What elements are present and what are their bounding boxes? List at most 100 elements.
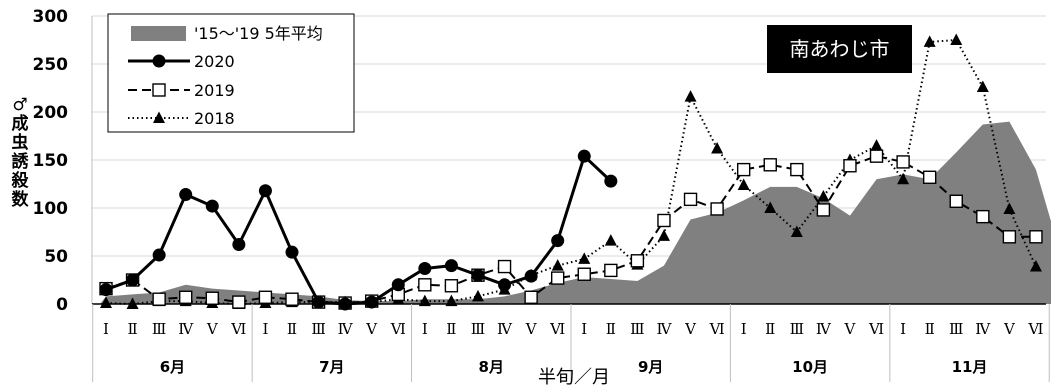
point-2018-32	[950, 33, 963, 45]
x-tick-21: Ⅳ	[656, 322, 672, 338]
x-tick-2: Ⅲ	[152, 322, 166, 338]
legend-label-3: 2018	[194, 109, 235, 128]
point-2019-33	[976, 209, 990, 224]
point-2018-30	[897, 172, 910, 185]
x-tick-6: Ⅰ	[262, 322, 268, 338]
x-tick-27: Ⅳ	[816, 322, 832, 338]
point-2019-21	[657, 213, 671, 228]
point-2020-10	[365, 295, 379, 309]
x-tick-8: Ⅲ	[311, 322, 325, 338]
point-2018-22	[684, 90, 697, 102]
point-2020-15	[498, 278, 512, 292]
point-2020-8	[312, 295, 326, 309]
legend-label-0: '15～'19 5年平均	[194, 24, 323, 43]
point-2019-17	[550, 271, 565, 285]
series-lines	[99, 33, 1043, 311]
point-2018-27	[817, 189, 830, 202]
point-2020-3	[179, 188, 193, 202]
point-2019-7	[285, 292, 299, 306]
x-tick-4: Ⅴ	[206, 322, 219, 338]
month-label-2: 8月	[479, 358, 504, 376]
point-2018-0	[100, 296, 112, 309]
y-tick-250: 250	[33, 55, 69, 75]
point-2019-13	[444, 279, 459, 293]
point-2018-31	[923, 35, 936, 47]
x-tick-12: Ⅰ	[422, 322, 428, 338]
y-tick-0: 0	[56, 295, 68, 315]
point-2020-12	[418, 261, 432, 275]
point-2019-29	[869, 149, 884, 163]
legend-marker-3	[153, 111, 165, 123]
y-title-char-4: 殺	[11, 170, 30, 191]
series-area-average	[100, 121, 1051, 304]
point-2019-35	[1029, 230, 1043, 244]
x-tick-5: Ⅵ	[230, 322, 246, 338]
x-tick-3: Ⅳ	[178, 322, 194, 338]
city-badge	[767, 25, 912, 73]
legend-label-2: 2019	[194, 81, 235, 100]
legend-swatch-0	[131, 26, 186, 41]
series-2019	[99, 149, 1043, 310]
point-2020-6	[258, 184, 272, 198]
city-annotation: 南あわじ市	[767, 25, 912, 73]
x-tick-1: Ⅱ	[127, 322, 137, 338]
series-area	[100, 121, 1051, 304]
point-2020-7	[285, 245, 299, 259]
x-tick-30: Ⅰ	[900, 322, 906, 338]
point-2020-11	[391, 278, 405, 292]
point-2019-6	[258, 290, 273, 304]
x-tick-9: Ⅳ	[338, 322, 354, 338]
point-2018-24	[737, 178, 750, 190]
x-tick-16: Ⅴ	[525, 322, 538, 338]
y-title-char-3: 誘	[12, 151, 30, 172]
point-2019-28	[843, 159, 857, 173]
legend: '15～'19 5年平均 2020 2019 2018	[107, 13, 355, 133]
point-2019-4	[205, 291, 219, 305]
point-2019-18	[577, 267, 591, 281]
x-tick-0: Ⅰ	[103, 322, 109, 338]
x-tick-26: Ⅲ	[790, 322, 804, 338]
point-2018-34	[1003, 202, 1016, 214]
x-tick-31: Ⅱ	[925, 322, 935, 338]
point-2018-12	[418, 294, 431, 307]
y-title-char-2: 虫	[12, 132, 29, 153]
x-tick-15: Ⅳ	[497, 322, 513, 338]
y-title-char-5: 数	[12, 189, 30, 210]
point-2020-1	[126, 273, 140, 287]
point-2020-16	[524, 269, 538, 283]
point-2018-35	[1029, 260, 1042, 272]
x-tick-32: Ⅲ	[949, 322, 963, 338]
point-2018-21	[657, 229, 670, 241]
point-2019-12	[418, 278, 432, 292]
point-2019-32	[949, 194, 963, 208]
point-2019-15	[497, 259, 512, 274]
point-2018-33	[976, 80, 989, 93]
point-2019-34	[1002, 230, 1017, 244]
month-label-0: 6月	[160, 358, 185, 376]
city-label: 南あわじ市	[790, 37, 890, 61]
x-tick-22: Ⅴ	[684, 322, 697, 338]
x-tick-23: Ⅵ	[709, 322, 725, 338]
point-2020-14	[471, 268, 485, 282]
point-2019-16	[524, 290, 538, 304]
series-2020	[99, 149, 618, 311]
x-tick-14: Ⅲ	[471, 322, 485, 338]
point-2019-26	[790, 162, 804, 177]
point-2019-19	[604, 263, 618, 278]
y-tick-50: 50	[44, 247, 68, 267]
point-2018-17	[551, 259, 564, 271]
point-2020-17	[551, 234, 565, 248]
x-axis-title: 半旬／月	[538, 367, 610, 388]
legend-marker-1	[152, 54, 166, 68]
point-2020-9	[338, 297, 352, 311]
point-2018-23	[711, 141, 724, 154]
month-labels: 6月 7月 8月 9月 10月 11月	[160, 358, 988, 376]
x-tick-19: Ⅱ	[606, 322, 616, 338]
point-2020-4	[205, 199, 219, 213]
x-tick-17: Ⅵ	[549, 322, 565, 338]
point-2019-20	[630, 254, 645, 268]
point-2019-25	[763, 158, 777, 172]
point-2019-23	[710, 202, 724, 216]
